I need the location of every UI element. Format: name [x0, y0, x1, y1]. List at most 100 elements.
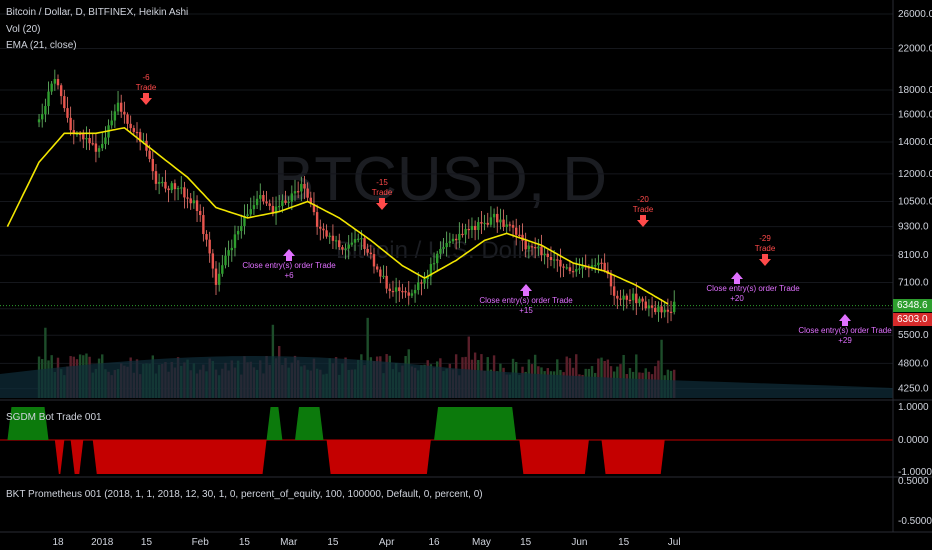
candle-body [233, 234, 237, 248]
candle-body [594, 265, 597, 267]
candle-body [426, 276, 429, 280]
current-price-tag: 6348.6 [893, 299, 932, 312]
candle-body [398, 287, 401, 292]
bot-tick-label: -1.0000 [898, 467, 932, 478]
candle-body [41, 114, 44, 120]
candle-body [142, 140, 145, 143]
candle-body [88, 137, 91, 144]
candle-body [322, 228, 325, 231]
candle-body [249, 209, 252, 215]
price-tick-label: 5500.0 [898, 330, 929, 341]
signal-exit-size: +20 [730, 294, 744, 303]
signal-entry-arrow [376, 198, 388, 210]
price-tick-label: 9300.0 [898, 222, 929, 233]
candle-body [388, 288, 391, 291]
bot-tick-label: 0.0000 [898, 435, 929, 446]
candle-body [568, 267, 572, 272]
time-tick-label: 16 [428, 537, 440, 548]
time-tick-label: 15 [327, 537, 339, 548]
price-tick-label: 14000.0 [898, 137, 932, 148]
candle-body [603, 262, 606, 271]
watermark-symbol: BTCUSD, D [273, 145, 607, 214]
candle-body [325, 230, 328, 237]
price-tick-label: 4800.0 [898, 358, 929, 369]
candle-body [619, 298, 622, 300]
candle-body [413, 290, 417, 294]
candle-body [644, 301, 647, 309]
candle-body [161, 181, 164, 184]
candle-body [461, 233, 464, 236]
time-tick-label: 2018 [91, 537, 114, 548]
candle-body [559, 259, 562, 267]
time-tick-label: Jun [571, 537, 587, 548]
candle-body [123, 111, 126, 115]
candle-body [224, 255, 227, 266]
candle-body [240, 225, 243, 231]
candle-body [521, 234, 524, 241]
candle-body [271, 205, 275, 214]
candle-body [262, 195, 265, 202]
signal-exit-size: +6 [284, 271, 294, 280]
signal-entry-name: Trade [136, 83, 157, 92]
candle-body [369, 252, 373, 255]
candle-body [338, 240, 341, 248]
candle-body [56, 79, 60, 86]
candle-body [622, 295, 625, 300]
candle-body [211, 253, 215, 269]
candle-body [328, 235, 331, 237]
candle-body [571, 271, 575, 273]
candle-body [432, 263, 436, 265]
candle-body [75, 133, 79, 135]
candle-body [467, 228, 470, 231]
candle-body [511, 225, 515, 228]
candle-body [66, 108, 69, 118]
ema-line [6, 126, 669, 305]
candle-body [470, 225, 474, 230]
candle-body [217, 273, 221, 285]
candle-body [309, 197, 312, 204]
candle-body [382, 275, 385, 278]
signal-entry-size: -6 [142, 73, 150, 82]
candle-body [612, 286, 616, 296]
candle-body [50, 83, 53, 92]
candle-body [126, 114, 129, 124]
candle-body [97, 148, 101, 152]
candle-body [344, 248, 347, 250]
candle-body [638, 298, 641, 304]
candle-body [404, 291, 407, 293]
signal-exit-arrow [731, 272, 743, 284]
candle-body [85, 137, 88, 140]
candle-body [394, 287, 398, 292]
price-tick-label: 7100.0 [898, 277, 929, 288]
candle-body [530, 246, 534, 248]
candle-body [439, 248, 442, 254]
signal-exit-size: +29 [838, 336, 852, 345]
candle-body [486, 222, 489, 225]
candle-body [477, 222, 480, 230]
candle-body [104, 137, 107, 144]
price-tick-label: 18000.0 [898, 85, 932, 96]
candle-body [347, 244, 350, 249]
time-tick-label: 18 [52, 537, 64, 548]
candle-body [94, 143, 98, 152]
volume-bar [657, 360, 660, 398]
time-tick-label: Mar [280, 537, 298, 548]
volume-bar [44, 327, 47, 398]
candle-body [120, 102, 123, 112]
candle-body [407, 292, 410, 296]
candle-body [164, 181, 167, 189]
candle-body [214, 268, 218, 285]
time-tick-label: Jul [668, 537, 681, 548]
candle-body [59, 85, 63, 97]
candle-body [436, 253, 439, 264]
candle-body [278, 205, 281, 208]
candle-body [101, 143, 104, 149]
signal-exit-arrow [520, 284, 532, 296]
candle-body [167, 188, 170, 191]
candle-body [480, 222, 483, 224]
candle-body [274, 206, 278, 214]
candle-body [293, 191, 297, 194]
candle-body [199, 211, 202, 216]
